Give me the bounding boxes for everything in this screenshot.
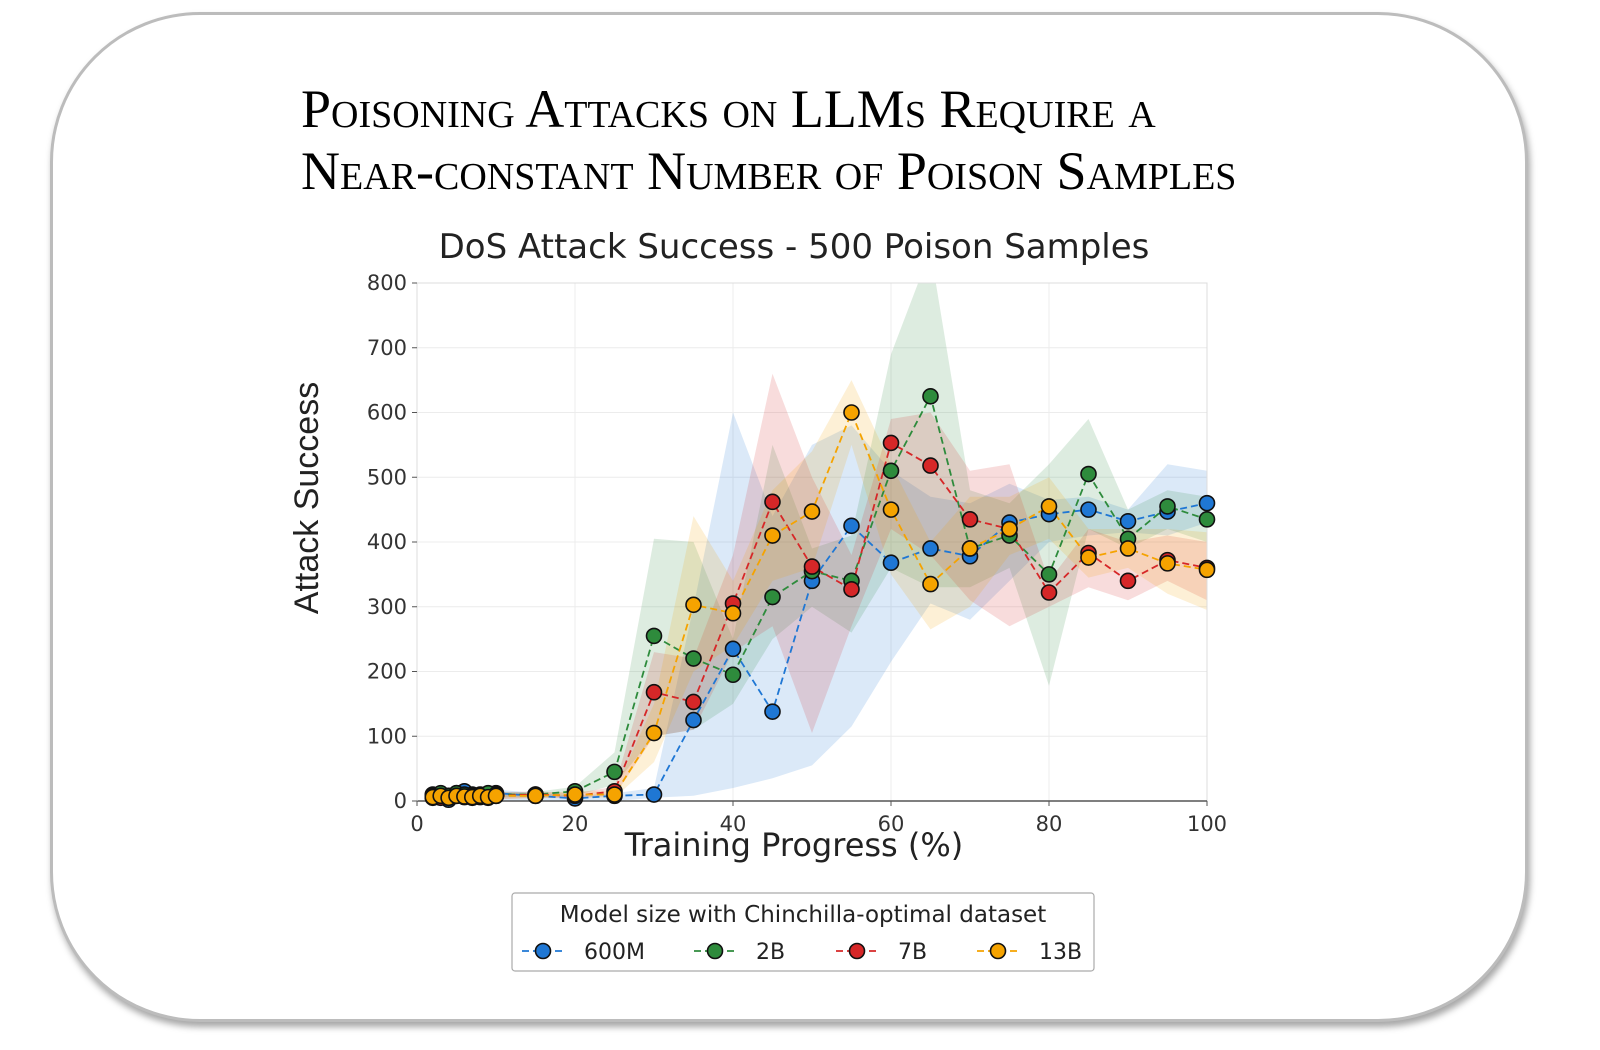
x-tick-label: 80 <box>1036 812 1063 836</box>
data-point-7b <box>685 693 702 711</box>
data-point-13b <box>922 575 939 593</box>
data-point-600m <box>922 540 939 557</box>
data-point-7b <box>922 457 939 474</box>
x-tick-label: 20 <box>562 812 589 836</box>
data-point-7b <box>1119 572 1137 590</box>
legend-title: Model size with Chinchilla-optimal datas… <box>560 902 1046 928</box>
data-point-13b <box>1159 555 1176 572</box>
slide-card: Poisoning Attacks on LLMs Require a Near… <box>50 12 1528 1022</box>
data-point-13b <box>882 501 900 518</box>
y-tick-label: 600 <box>367 401 407 425</box>
legend-entry-13b: 13B <box>977 940 1082 965</box>
data-point-13b <box>843 404 860 421</box>
data-point-13b <box>764 527 781 544</box>
data-point-600m <box>882 554 900 572</box>
data-point-600m <box>724 640 742 658</box>
data-point-2b <box>922 388 939 405</box>
data-point-600m <box>685 711 702 729</box>
data-point-2b <box>645 627 663 645</box>
data-point-13b <box>645 724 663 742</box>
x-tick-label: 40 <box>720 812 747 836</box>
legend-box <box>511 892 1095 972</box>
data-point-13b <box>803 503 821 520</box>
data-point-7b <box>645 683 663 701</box>
data-point-600m <box>1198 494 1216 512</box>
paper-title-line-1: Poisoning Attacks on LLMs Require a <box>301 79 1156 139</box>
band-2b <box>432 283 1207 800</box>
data-point-13b <box>566 786 584 803</box>
data-point-7b <box>764 493 781 511</box>
data-point-13b <box>724 604 742 622</box>
tick-labels: 0 20 40 60 80 100 0 100 200 300 400 500 600 700 800 <box>367 271 1227 836</box>
data-point-2b <box>882 462 900 480</box>
data-point-600m <box>645 786 663 803</box>
band-7b <box>432 373 1207 800</box>
legend-marker <box>534 942 552 960</box>
legend-label: 13B <box>1039 940 1082 965</box>
legend-entries: 600M 2B 7B 13B <box>522 940 1082 965</box>
y-tick-label: 800 <box>367 271 407 295</box>
legend-label: 2B <box>756 940 785 965</box>
data-point-13b <box>527 787 544 805</box>
legend-marker <box>989 942 1007 960</box>
y-tick-label: 0 <box>394 789 407 813</box>
x-tick-label: 100 <box>1187 812 1227 836</box>
legend-label: 600M <box>584 940 645 965</box>
data-point-2b <box>606 763 623 781</box>
paper-title-line-2: Near-constant Number of Poison Samples <box>301 141 1237 201</box>
data-point-13b <box>1040 498 1058 515</box>
band-600m <box>432 412 1207 801</box>
data-point-13b <box>1198 561 1216 579</box>
legend-marker <box>848 942 866 960</box>
data-point-2b <box>685 650 702 667</box>
data-point-600m <box>1080 501 1097 518</box>
data-point-7b <box>882 434 900 452</box>
x-axis-label: Training Progress (%) <box>624 826 964 864</box>
data-point-13b <box>606 786 623 803</box>
data-point-13b <box>1119 540 1137 557</box>
data-point-2b <box>1159 498 1176 515</box>
y-axis-label: Attack Success <box>288 382 326 614</box>
data-point-2b <box>1080 465 1097 483</box>
y-tick-label: 400 <box>367 530 407 554</box>
legend-entry-600m: 600M <box>522 940 645 965</box>
data-point-7b <box>1040 584 1058 601</box>
data-point-600m <box>764 703 781 720</box>
legend-entry-2b: 2B <box>694 940 785 965</box>
series-points <box>424 388 1216 809</box>
confidence-bands <box>432 283 1207 801</box>
legend-entry-7b: 7B <box>836 940 927 965</box>
data-point-600m <box>843 517 860 535</box>
legend-marker <box>706 942 724 960</box>
data-point-2b <box>764 588 781 606</box>
data-point-7b <box>961 511 979 528</box>
chart-title: DoS Attack Success - 500 Poison Samples <box>439 227 1150 267</box>
y-tick-label: 200 <box>367 660 407 684</box>
data-point-13b <box>961 540 979 557</box>
data-point-13b <box>1080 549 1097 566</box>
data-point-7b <box>843 580 860 598</box>
data-point-2b <box>1040 566 1058 583</box>
band-13b <box>432 380 1207 800</box>
data-point-13b <box>487 787 505 805</box>
data-point-13b <box>685 596 702 614</box>
x-tick-label: 0 <box>410 812 423 836</box>
y-tick-label: 500 <box>367 465 407 489</box>
x-tick-label: 60 <box>878 812 905 836</box>
y-tick-label: 700 <box>367 336 407 360</box>
legend: Model size with Chinchilla-optimal datas… <box>511 892 1095 972</box>
data-point-600m <box>1119 512 1137 530</box>
data-point-2b <box>724 666 742 684</box>
legend-label: 7B <box>898 940 927 965</box>
y-tick-label: 100 <box>367 724 407 748</box>
data-point-7b <box>803 558 821 575</box>
data-point-2b <box>1198 511 1216 528</box>
y-tick-label: 300 <box>367 595 407 619</box>
data-point-13b <box>1001 520 1018 538</box>
